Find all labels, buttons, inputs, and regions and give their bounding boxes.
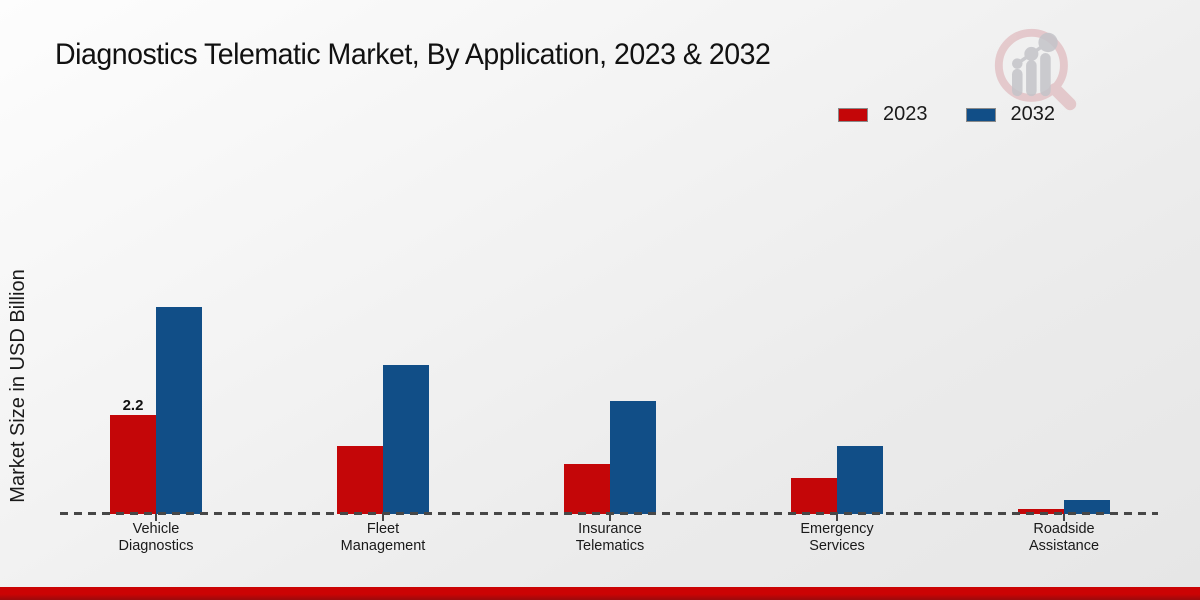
x-axis-tick-roadside-assistance [1063, 514, 1065, 521]
bar-2023-insurance-telematics [564, 464, 610, 514]
category-label-roadside-assistance: Roadside Assistance [1028, 521, 1100, 554]
bar-2032-roadside-assistance [1064, 500, 1110, 514]
bar-2023-roadside-assistance [1018, 509, 1064, 514]
legend-label-2032: 2032 [1010, 103, 1056, 125]
x-axis-tick-emergency-services [836, 514, 838, 521]
legend: 2023 2032 [838, 103, 1055, 126]
bar-2032-fleet-management [383, 365, 429, 514]
legend-label-2023: 2023 [883, 103, 928, 125]
category-label-insurance-telematics: Insurance Telematics [575, 521, 645, 554]
x-axis-baseline [60, 512, 1158, 515]
x-axis-tick-insurance-telematics [609, 514, 611, 521]
footer-band [0, 587, 1200, 600]
category-label-fleet-management: Fleet Management [340, 521, 426, 554]
bar-2032-emergency-services [837, 446, 883, 514]
bar-2032-insurance-telematics [610, 401, 656, 514]
bar-2023-vehicle-diagnostics [110, 415, 156, 514]
brand-watermark-icon [994, 28, 1077, 111]
bar-2023-fleet-management [337, 446, 383, 514]
legend-swatch-2032 [965, 107, 996, 122]
legend-item-2023: 2023 [838, 103, 928, 126]
legend-swatch-2023 [838, 107, 868, 122]
legend-item-2032: 2032 [965, 103, 1056, 126]
category-label-vehicle-diagnostics: Vehicle Diagnostics [118, 521, 194, 554]
x-axis-tick-fleet-management [382, 514, 384, 521]
chart-title: Diagnostics Telematic Market, By Applica… [55, 38, 771, 71]
bar-2032-vehicle-diagnostics [156, 307, 202, 514]
bar-value-label: 2.2 [122, 397, 144, 414]
category-label-emergency-services: Emergency Services [800, 521, 874, 554]
bar-2023-emergency-services [791, 478, 837, 514]
x-axis-tick-vehicle-diagnostics [155, 514, 157, 521]
